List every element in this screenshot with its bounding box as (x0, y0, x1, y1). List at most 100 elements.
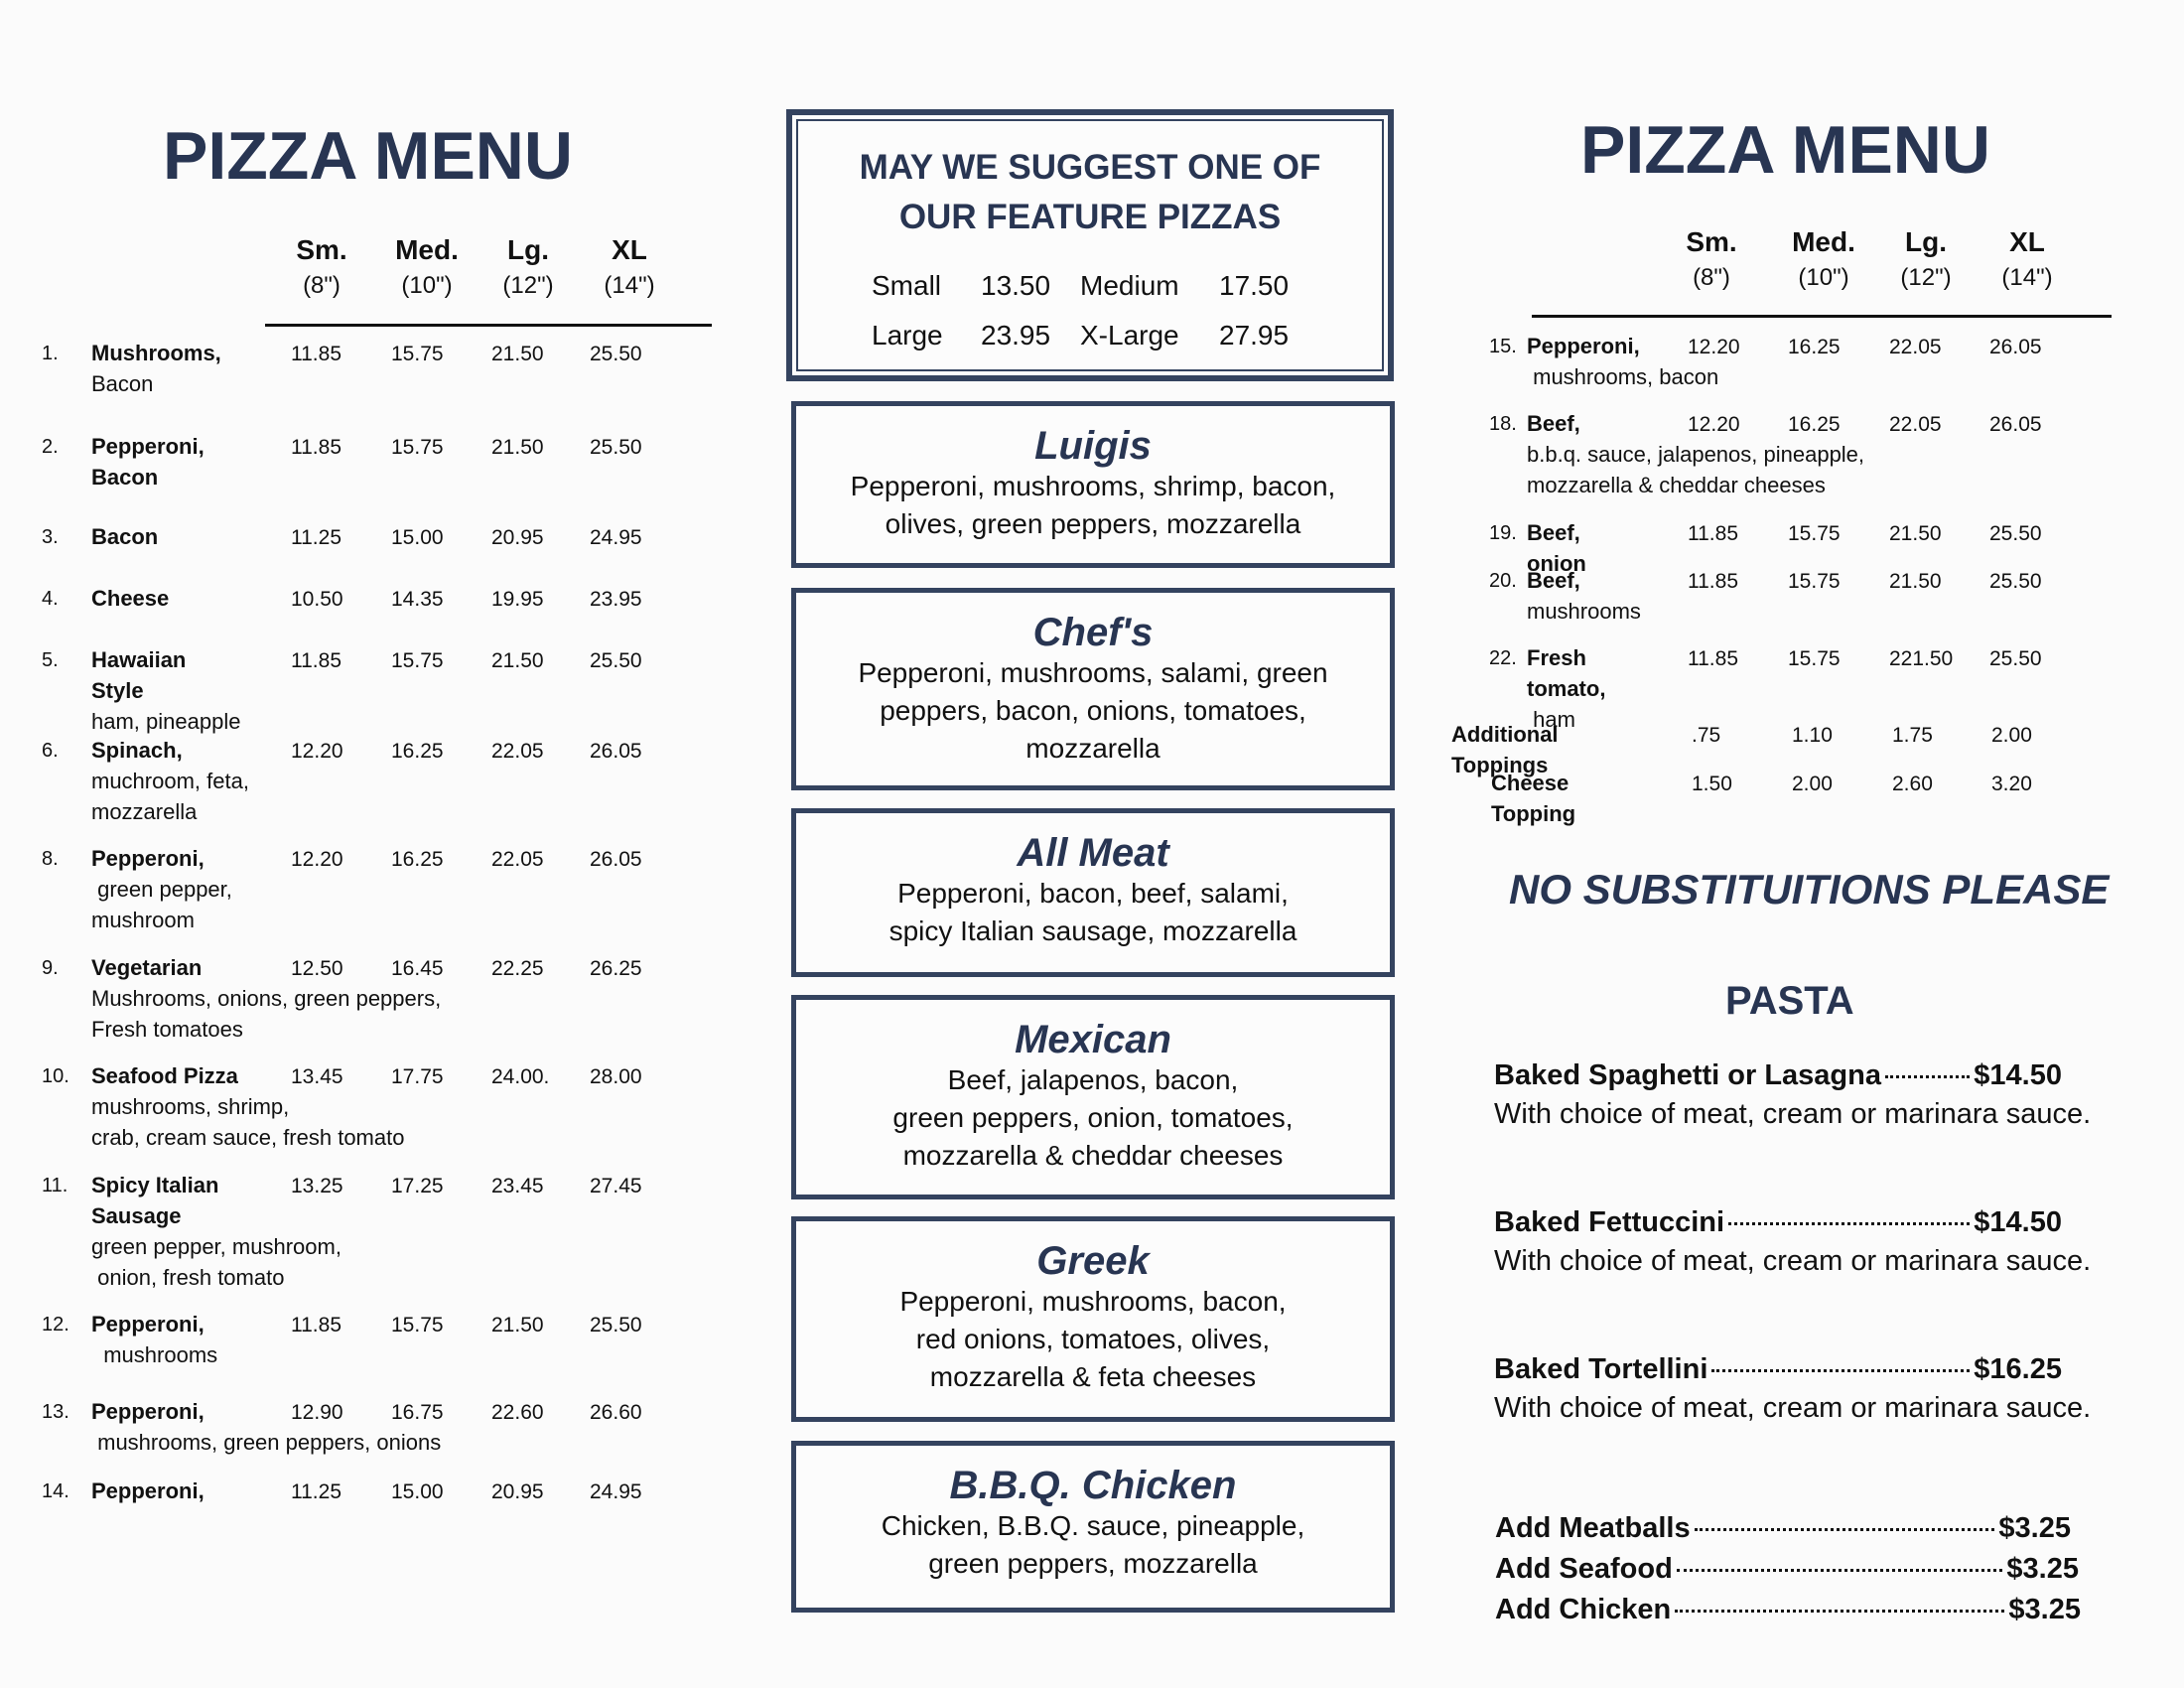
size-header: XL (14") (580, 234, 679, 300)
suggestion-title: MAY WE SUGGEST ONE OF OUR FEATURE PIZZAS (859, 148, 1321, 236)
pasta-price: $14.50 (1974, 1059, 2062, 1091)
item-price: 21.50 (1889, 570, 1942, 593)
item-price: 16.75 (391, 1401, 444, 1424)
item-number: 2. (42, 436, 59, 458)
size-label: Large (872, 320, 943, 351)
feature-name: Luigis (1034, 424, 1152, 468)
left-header-rule (265, 324, 712, 327)
item-price: 14.35 (391, 588, 444, 611)
item-name: Vegetarian (91, 955, 203, 980)
item-price: 23.45 (491, 1175, 544, 1197)
item-name: Seafood Pizza (91, 1063, 238, 1088)
item-name: Pepperoni, (91, 1312, 205, 1336)
item-name: Pepperoni, (91, 1399, 205, 1424)
item-price: 22.05 (491, 740, 544, 763)
dot-leader (1885, 1075, 1971, 1078)
feature-name: Greek (1036, 1239, 1150, 1283)
item-price: 11.25 (291, 1480, 341, 1503)
size-header: Lg. (12") (1876, 226, 1976, 292)
item-price: 15.00 (391, 526, 444, 549)
size-header-label: Med. (1792, 226, 1855, 257)
item-price: 19.95 (491, 588, 544, 611)
addon-name: Add Chicken (1495, 1594, 1672, 1625)
item-description: Mushrooms, onions, green peppers, Fresh … (91, 986, 442, 1042)
item-price: 26.60 (590, 1401, 642, 1424)
item-number: 9. (42, 957, 59, 979)
item-number: 3. (42, 526, 59, 548)
item-name: Pepperoni, (91, 846, 205, 871)
item-name: Pepperoni, (1527, 334, 1640, 358)
item-name-block: Pepperoni, mushrooms (91, 1309, 217, 1370)
item-number: 12. (42, 1314, 69, 1336)
item-price: 12.90 (291, 1401, 343, 1424)
right-menu-title: PIZZA MENU (1580, 112, 1991, 188)
item-price: 22.05 (1889, 336, 1942, 358)
item-number: 19. (1489, 522, 1517, 544)
pasta-name: Baked Tortellini (1494, 1353, 1708, 1385)
item-price: 21.50 (491, 1314, 544, 1336)
pasta-item: Baked Tortellini $16.25 (1494, 1352, 2062, 1386)
feature-description: Pepperoni, mushrooms, salami, green pepp… (858, 657, 1328, 764)
size-header-inches: (8") (1693, 264, 1730, 291)
addon-price: $3.25 (1998, 1512, 2071, 1544)
item-name-block: Cheese (91, 583, 169, 614)
item-price: 11.25 (291, 526, 341, 549)
size-header: Med. (10") (1774, 226, 1873, 292)
feature-box: All Meat Pepperoni, bacon, beef, salami, … (791, 808, 1395, 977)
item-number: 4. (42, 588, 59, 610)
item-price: 21.50 (491, 649, 544, 672)
size-price: 13.50 (981, 270, 1051, 301)
item-name-block: Beef, onion (1527, 517, 1586, 579)
item-name: Mushrooms, (91, 341, 221, 365)
feature-price-grid: Small 13.50 Medium 17.50 Large 23.95 X-L… (792, 270, 1388, 352)
item-price: 15.75 (391, 649, 444, 672)
item-number: 13. (42, 1401, 69, 1423)
item-description: mushrooms, shrimp, crab, cream sauce, fr… (91, 1094, 405, 1150)
item-price: 11.85 (1688, 570, 1738, 593)
item-price: 21.50 (491, 343, 544, 365)
item-name-block: Pepperoni, (91, 1476, 205, 1506)
item-description: mushrooms, bacon (1527, 364, 1719, 389)
item-price: 25.50 (590, 649, 642, 672)
item-price: 20.95 (491, 1480, 544, 1503)
size-header-label: Med. (395, 234, 459, 265)
item-name-block: Beef, mushrooms (1527, 565, 1641, 627)
item-name-block: Pepperoni, mushrooms, bacon (1527, 331, 1718, 392)
size-header-inches: (12") (1900, 264, 1952, 291)
item-price: 10.50 (291, 588, 343, 611)
item-price: 21.50 (1889, 522, 1942, 545)
item-price: 12.50 (291, 957, 343, 980)
feature-name: B.B.Q. Chicken (949, 1464, 1237, 1507)
item-price: 11.85 (291, 343, 341, 365)
item-number: 11. (42, 1175, 68, 1196)
pasta-name: Baked Spaghetti or Lasagna (1494, 1059, 1881, 1091)
pasta-item: Baked Spaghetti or Lasagna $14.50 (1494, 1058, 2062, 1092)
item-name-block: Pepperoni, green pepper, mushroom (91, 843, 232, 935)
extra-price: 1.10 (1792, 724, 1833, 747)
item-name: Spicy Italian Sausage (91, 1173, 219, 1228)
item-description: Bacon (91, 371, 154, 396)
item-name: Bacon (91, 524, 159, 549)
item-price: 16.25 (391, 740, 444, 763)
size-header-label: Sm. (1686, 226, 1737, 257)
item-price: 25.50 (1989, 647, 2042, 670)
feature-description: Beef, jalapenos, bacon, green peppers, o… (892, 1064, 1294, 1171)
item-name: Spinach, (91, 738, 183, 763)
item-description: muchroom, feta, mozzarella (91, 769, 249, 824)
item-number: 1. (42, 343, 59, 364)
dot-leader (1711, 1369, 1971, 1372)
item-name-block: Hawaiian Style ham, pineapple (91, 644, 240, 737)
addon-item: Add Meatballs $3.25 (1495, 1511, 2071, 1545)
addon-price: $3.25 (2006, 1553, 2079, 1585)
size-header: Sm. (8") (1662, 226, 1761, 292)
item-price: 25.50 (1989, 522, 2042, 545)
item-price: 25.50 (590, 436, 642, 459)
pasta-description: With choice of meat, cream or marinara s… (1494, 1245, 2092, 1277)
item-name: Beef, (1527, 568, 1580, 593)
addon-item: Add Seafood $3.25 (1495, 1552, 2079, 1586)
item-price: 11.85 (291, 436, 341, 459)
item-number: 10. (42, 1065, 69, 1087)
item-price: 15.75 (391, 436, 444, 459)
item-price: 22.60 (491, 1401, 544, 1424)
feature-box: Chef's Pepperoni, mushrooms, salami, gree… (791, 588, 1395, 790)
